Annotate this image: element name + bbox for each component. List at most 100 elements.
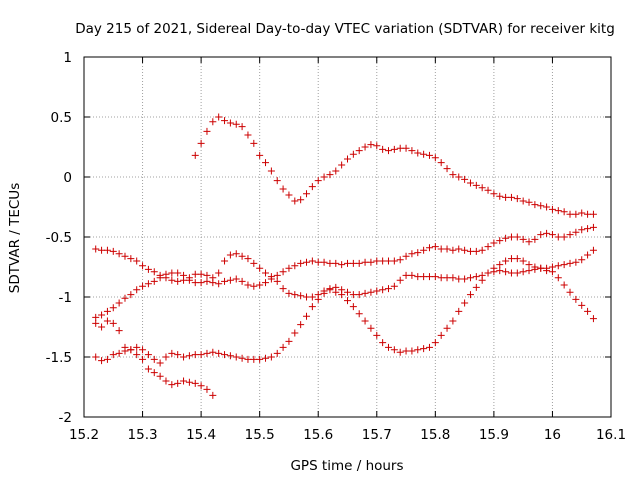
- data-point: [537, 231, 545, 239]
- series-arc-1: [191, 113, 597, 218]
- data-point: [144, 351, 152, 359]
- data-point: [490, 190, 498, 198]
- data-point: [215, 113, 223, 121]
- series-arc-3: [92, 223, 597, 321]
- axis-ticks: 15.2 15.3 15.4 15.5 15.6 15.7 15.8 15.9 16 16.1 -2…: [46, 50, 626, 443]
- data-point: [548, 263, 556, 271]
- y-tick-label: -2: [59, 410, 72, 426]
- data-points: [92, 113, 597, 399]
- data-point: [139, 262, 147, 270]
- data-point: [519, 235, 527, 243]
- data-point: [209, 279, 217, 287]
- data-point: [326, 171, 334, 179]
- data-point: [121, 252, 129, 260]
- data-point: [537, 264, 545, 272]
- data-point: [502, 234, 510, 242]
- data-point: [507, 233, 515, 241]
- data-point: [297, 321, 305, 329]
- data-point: [431, 243, 439, 251]
- data-point: [384, 147, 392, 155]
- data-point: [314, 295, 322, 303]
- data-point: [273, 349, 281, 357]
- data-point: [379, 286, 387, 294]
- data-point: [566, 210, 574, 218]
- data-point: [180, 377, 188, 385]
- data-point: [203, 127, 211, 135]
- data-point: [338, 286, 346, 294]
- data-point: [226, 119, 234, 127]
- data-point: [572, 228, 580, 236]
- data-point: [437, 159, 445, 167]
- data-point: [431, 339, 439, 347]
- data-point: [531, 201, 539, 209]
- data-point: [455, 275, 463, 283]
- data-point: [554, 233, 562, 241]
- data-point: [197, 382, 205, 390]
- data-point: [115, 299, 123, 307]
- data-point: [455, 173, 463, 181]
- data-point: [461, 299, 469, 307]
- data-point: [560, 233, 568, 241]
- data-point: [133, 343, 141, 351]
- data-point: [344, 288, 351, 296]
- data-point: [425, 343, 433, 351]
- data-point: [262, 279, 270, 287]
- data-point: [373, 142, 381, 150]
- data-point: [496, 237, 504, 245]
- data-point: [373, 257, 381, 265]
- data-point: [314, 258, 322, 266]
- data-point: [297, 292, 305, 300]
- data-point: [238, 354, 246, 362]
- data-point: [180, 353, 188, 361]
- x-tick-label: 15.9: [479, 427, 509, 443]
- data-point: [384, 343, 392, 351]
- data-point: [560, 208, 568, 216]
- data-point: [203, 349, 211, 357]
- data-point: [256, 355, 264, 363]
- data-point: [437, 274, 445, 282]
- data-point: [332, 283, 340, 291]
- data-point: [513, 233, 521, 241]
- data-point: [502, 268, 510, 276]
- x-tick-label: 16: [544, 427, 561, 443]
- data-point: [408, 250, 416, 258]
- data-point: [560, 281, 568, 289]
- data-point: [478, 184, 486, 192]
- data-point: [402, 144, 410, 152]
- data-point: [414, 249, 422, 257]
- data-point: [221, 277, 229, 285]
- data-point: [92, 319, 100, 327]
- data-point: [513, 269, 521, 277]
- data-point: [303, 293, 311, 301]
- data-point: [256, 151, 264, 159]
- data-point: [507, 255, 515, 263]
- data-point: [115, 349, 123, 357]
- data-point: [256, 264, 264, 272]
- data-point: [221, 257, 229, 265]
- data-point: [466, 291, 474, 299]
- data-point: [303, 190, 311, 198]
- data-point: [174, 379, 182, 387]
- data-point: [531, 235, 539, 243]
- data-point: [420, 273, 428, 281]
- data-point: [156, 274, 164, 282]
- x-axis-label: GPS time / hours: [290, 458, 403, 474]
- data-point: [191, 351, 199, 359]
- data-point: [109, 351, 117, 359]
- data-point: [244, 281, 252, 289]
- data-point: [144, 365, 152, 373]
- data-point: [408, 147, 416, 155]
- data-point: [238, 277, 246, 285]
- data-point: [431, 273, 439, 281]
- data-point: [98, 357, 106, 365]
- data-point: [244, 355, 252, 363]
- data-point: [379, 145, 387, 153]
- data-point: [314, 177, 322, 185]
- data-point: [361, 143, 369, 151]
- data-point: [256, 281, 264, 289]
- data-point: [414, 273, 422, 281]
- data-point: [373, 331, 381, 339]
- data-point: [98, 311, 106, 319]
- data-point: [390, 346, 398, 354]
- data-point: [168, 349, 176, 357]
